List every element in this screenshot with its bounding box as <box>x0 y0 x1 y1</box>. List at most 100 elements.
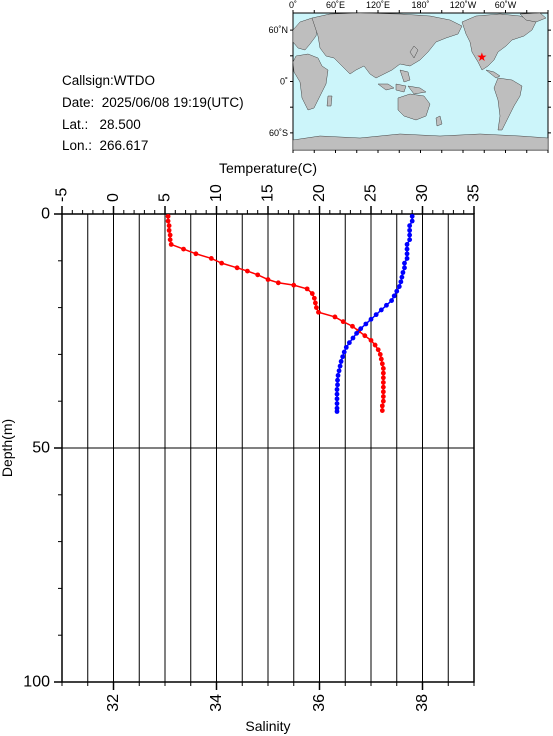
salinity-axis-ticks: 32 34 36 38 <box>61 682 475 712</box>
map-longitude-label: 60˚W <box>495 0 517 10</box>
temperature-data-point <box>165 218 171 224</box>
salinity-data-point <box>384 302 389 308</box>
map-land <box>292 12 549 151</box>
depth-tick-label: 50 <box>32 440 50 457</box>
temperature-data-point <box>377 352 383 357</box>
depth-axis-title: Depth(m) <box>0 419 15 477</box>
salinity-data-point <box>341 349 347 355</box>
salinity-data-point <box>368 316 374 322</box>
salinity-data-point <box>363 321 369 327</box>
salinity-data-point <box>404 246 410 252</box>
salinity-data-point <box>334 409 340 414</box>
temperature-data-point <box>167 232 173 238</box>
temperature-data-point <box>380 375 386 381</box>
salinity-data-point <box>399 274 405 280</box>
salinity-tick-label: 32 <box>105 694 122 712</box>
temperature-data-point <box>265 277 271 282</box>
salinity-data-point <box>404 251 410 257</box>
salinity-tick-label: 34 <box>208 694 225 712</box>
map-latitude-labels: 60˚N 0˚ 60˚S <box>268 25 288 138</box>
map-longitude-label: 120˚W <box>450 0 477 10</box>
temperature-data-point <box>167 237 173 243</box>
temperature-data-point <box>368 337 374 343</box>
temperature-data-point <box>208 256 214 261</box>
salinity-data-point <box>336 368 342 374</box>
world-map-inset: 0˚ 60˚E 120˚E 180˚ 120˚W 60˚W 60˚N 0˚ 60˚S ★ <box>268 0 551 153</box>
temperature-data-point <box>380 394 386 399</box>
temperature-tick-label: 0 <box>105 193 122 202</box>
temperature-data-point <box>378 356 384 362</box>
salinity-data-point <box>334 387 340 392</box>
salinity-data-point <box>354 330 359 336</box>
salinity-data-point <box>335 373 341 378</box>
map-longitude-labels: 0˚ 60˚E 120˚E 180˚ 120˚W 60˚W <box>289 0 517 10</box>
map-longitude-label: 0˚ <box>289 0 297 10</box>
callsign-label: Callsign:WTDO <box>62 73 156 88</box>
salinity-data-point <box>389 298 394 303</box>
salinity-data-point <box>346 340 352 346</box>
temperature-data-point <box>312 300 318 306</box>
temperature-data-point <box>309 291 315 296</box>
map-latitude-label: 60˚N <box>268 25 288 35</box>
temperature-data-point <box>219 260 225 266</box>
salinity-data-point <box>402 265 407 271</box>
salinity-data-point <box>335 377 340 383</box>
temperature-tick-label: 5 <box>157 193 174 202</box>
temperature-tick-label: -5 <box>54 188 71 202</box>
temperature-data-point <box>255 272 261 278</box>
temperature-data-point <box>362 333 368 339</box>
temperature-profile-line <box>167 216 385 411</box>
temperature-data-point <box>332 314 338 320</box>
station-star-marker: ★ <box>476 50 487 64</box>
temperature-data-point <box>380 384 386 390</box>
salinity-data-point <box>404 256 410 261</box>
salinity-data-point <box>409 218 415 224</box>
map-ticks <box>290 10 551 153</box>
temperature-tick-label: 10 <box>208 184 225 202</box>
temperature-data-point <box>314 305 319 310</box>
temperature-axis-ticks: -5 0 5 10 15 20 25 30 35 <box>54 184 483 214</box>
temperature-data-point <box>316 309 321 315</box>
salinity-data-point <box>334 396 340 402</box>
salinity-data-point <box>396 284 402 289</box>
temperature-data-point <box>380 366 386 371</box>
map-longitude-label: 180˚ <box>411 0 429 10</box>
salinity-data-point <box>340 354 346 360</box>
salinity-data-point <box>409 213 415 219</box>
temperature-data-point <box>380 370 386 376</box>
temperature-data-point <box>350 323 355 329</box>
salinity-data-point <box>338 359 344 364</box>
salinity-data-point <box>404 242 410 247</box>
temperature-data-point <box>168 242 174 247</box>
map-latitude-label: 60˚S <box>269 128 288 138</box>
salinity-data-point <box>407 237 413 243</box>
plot-grid <box>62 214 474 682</box>
temperature-tick-label: 25 <box>363 184 380 202</box>
temperature-data-point <box>375 347 381 353</box>
map-latitude-label: 0˚ <box>280 77 288 87</box>
temperature-data-point <box>304 286 310 292</box>
depth-axis-ticks: 0 50 100 <box>23 206 62 691</box>
temperature-data-point <box>275 280 281 286</box>
temperature-data-point <box>380 389 386 395</box>
salinity-data-point <box>394 288 400 294</box>
temperature-data-point <box>379 403 385 409</box>
profile-plot: -5 0 5 10 15 20 25 30 35 32 34 36 38 0 50 100 Tempera… <box>0 160 483 734</box>
salinity-data-point <box>335 382 340 388</box>
salinity-data-point <box>373 312 379 318</box>
data-series <box>165 213 415 414</box>
temperature-data-point <box>234 265 240 271</box>
temperature-data-point <box>181 246 186 252</box>
temperature-data-point <box>379 361 385 367</box>
temperature-data-point <box>291 282 297 288</box>
salinity-data-point <box>334 391 340 397</box>
longitude-label: Lon.: 266.617 <box>62 138 149 153</box>
temperature-data-point <box>166 223 172 229</box>
temperature-axis-title: Temperature(C) <box>219 160 317 176</box>
temperature-tick-label: 15 <box>260 184 277 202</box>
temperature-tick-label: 20 <box>311 184 328 202</box>
temperature-tick-label: 30 <box>414 184 431 202</box>
temperature-tick-label: 35 <box>466 184 483 202</box>
salinity-data-point <box>343 344 349 350</box>
